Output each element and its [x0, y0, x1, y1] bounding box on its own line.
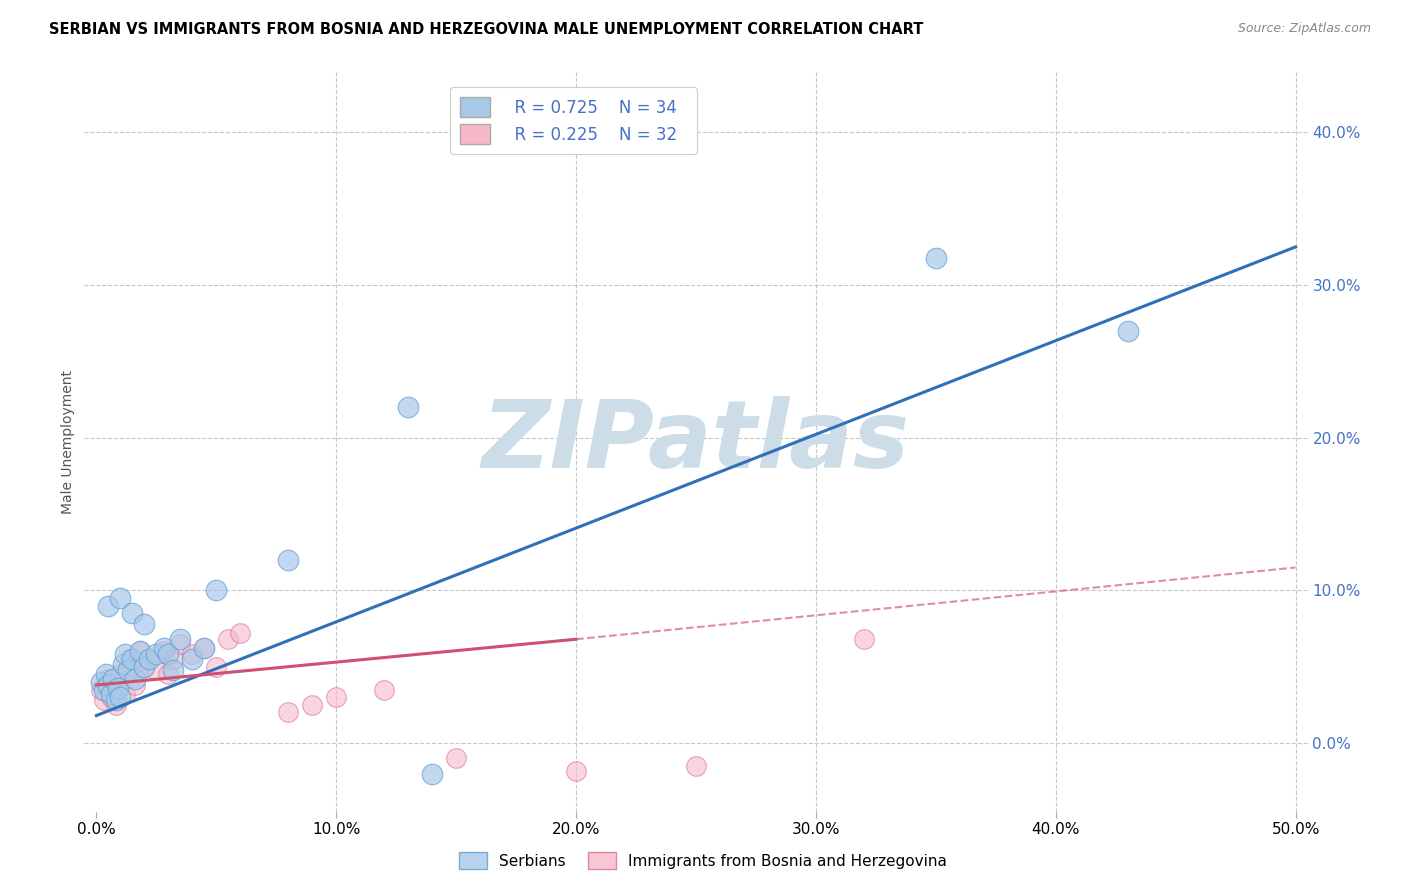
Point	[565, 764, 588, 778]
Point	[229, 626, 252, 640]
Point	[94, 678, 117, 692]
Point	[325, 690, 347, 705]
Point	[94, 667, 117, 681]
Point	[152, 641, 174, 656]
Point	[277, 553, 299, 567]
Point	[181, 648, 204, 662]
Point	[118, 652, 141, 666]
Point	[121, 652, 143, 666]
Point	[396, 400, 419, 414]
Point	[301, 698, 323, 712]
Point	[193, 641, 215, 656]
Point	[110, 690, 132, 705]
Point	[124, 672, 146, 686]
Text: Source: ZipAtlas.com: Source: ZipAtlas.com	[1237, 22, 1371, 36]
Y-axis label: Male Unemployment: Male Unemployment	[62, 369, 76, 514]
Point	[145, 663, 167, 677]
Point	[90, 675, 112, 690]
Point	[100, 690, 122, 705]
Point	[90, 682, 112, 697]
Point	[111, 657, 134, 671]
Point	[97, 672, 120, 686]
Point	[1116, 324, 1139, 338]
Point	[107, 681, 129, 695]
Point	[152, 644, 174, 658]
Legend:   R = 0.725    N = 34  ,   R = 0.225    N = 32  : R = 0.725 N = 34 , R = 0.225 N = 32	[450, 87, 697, 154]
Point	[121, 663, 143, 677]
Point	[100, 687, 122, 701]
Point	[181, 652, 204, 666]
Point	[128, 644, 150, 658]
Point	[169, 637, 191, 651]
Point	[138, 652, 160, 666]
Point	[134, 659, 156, 673]
Point	[134, 659, 156, 673]
Point	[134, 617, 156, 632]
Point	[114, 648, 136, 662]
Point	[110, 667, 132, 681]
Point	[277, 706, 299, 720]
Point	[124, 678, 146, 692]
Point	[373, 682, 395, 697]
Point	[97, 678, 120, 692]
Point	[128, 644, 150, 658]
Point	[420, 766, 443, 780]
Point	[117, 663, 139, 677]
Point	[104, 698, 127, 712]
Point	[205, 583, 228, 598]
Point	[162, 663, 184, 677]
Point	[162, 652, 184, 666]
Point	[110, 591, 132, 605]
Text: ZIPatlas: ZIPatlas	[482, 395, 910, 488]
Point	[193, 641, 215, 656]
Point	[925, 251, 948, 265]
Point	[97, 599, 120, 613]
Point	[138, 652, 160, 666]
Point	[169, 632, 191, 647]
Point	[157, 667, 180, 681]
Point	[114, 687, 136, 701]
Point	[104, 693, 127, 707]
Point	[93, 693, 115, 707]
Point	[157, 648, 180, 662]
Point	[93, 682, 115, 697]
Point	[205, 659, 228, 673]
Point	[217, 632, 239, 647]
Point	[121, 607, 143, 621]
Legend: Serbians, Immigrants from Bosnia and Herzegovina: Serbians, Immigrants from Bosnia and Her…	[453, 846, 953, 875]
Point	[101, 672, 124, 686]
Point	[685, 759, 707, 773]
Text: SERBIAN VS IMMIGRANTS FROM BOSNIA AND HERZEGOVINA MALE UNEMPLOYMENT CORRELATION : SERBIAN VS IMMIGRANTS FROM BOSNIA AND HE…	[49, 22, 924, 37]
Point	[852, 632, 875, 647]
Point	[444, 751, 467, 765]
Point	[145, 648, 167, 662]
